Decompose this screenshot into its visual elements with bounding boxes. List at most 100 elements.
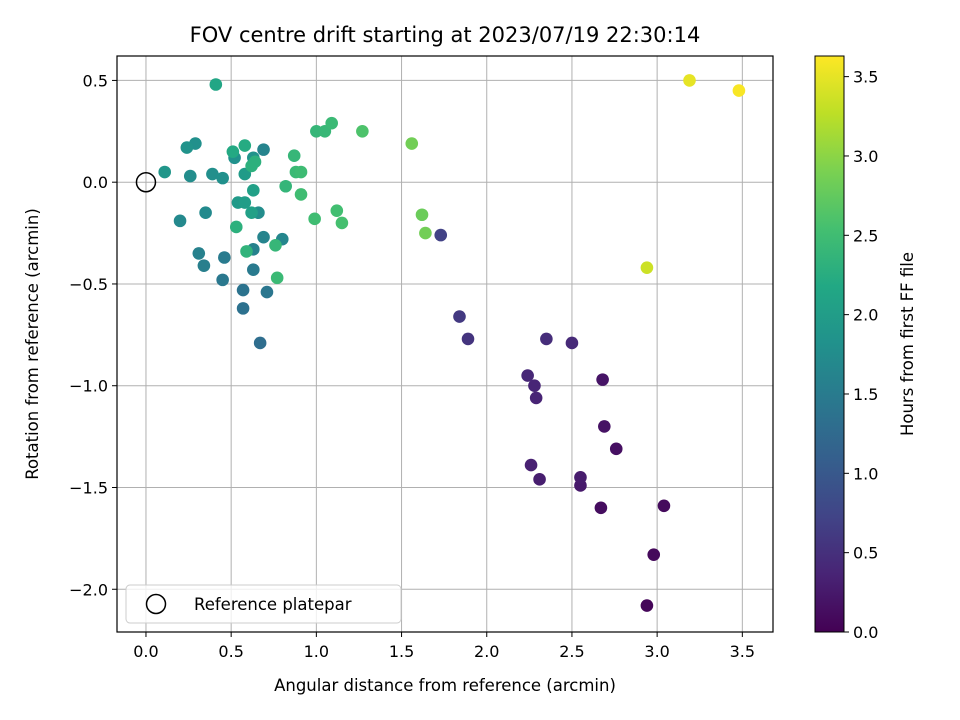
legend: Reference platepar (125, 584, 402, 624)
data-point (218, 251, 231, 264)
data-point (574, 471, 587, 484)
colorbar-tick-label: 1.5 (853, 385, 878, 404)
data-point (238, 196, 252, 209)
data-point (657, 499, 671, 513)
x-tick-label: 2.5 (559, 642, 584, 661)
data-point (453, 310, 466, 323)
data-point (199, 206, 212, 220)
data-point (236, 283, 250, 297)
colorbar-tick-label: 2.5 (853, 226, 878, 245)
x-tick-label: 3.5 (730, 642, 755, 661)
data-point (529, 391, 543, 405)
data-point (330, 204, 344, 217)
colorbar-tick-label: 0.0 (853, 623, 878, 642)
data-point (226, 145, 240, 158)
colorbar-tick-label: 1.0 (853, 464, 878, 483)
y-axis-label: Rotation from reference (arcmin) (23, 208, 42, 480)
x-tick-label: 1.5 (389, 642, 414, 661)
grid-lines (117, 56, 773, 632)
data-points (158, 74, 746, 612)
x-tick-label: 3.0 (644, 642, 669, 661)
data-point (356, 125, 369, 138)
data-point (596, 373, 609, 386)
data-point (609, 442, 623, 456)
data-point (287, 149, 301, 163)
data-point (565, 336, 579, 350)
data-point (598, 420, 611, 433)
data-point (183, 169, 197, 183)
data-point (192, 247, 206, 260)
y-tick-label: −2.0 (69, 580, 108, 599)
data-point (216, 171, 229, 185)
y-tick-label: 0.5 (83, 71, 108, 90)
colorbar-tick-label: 0.5 (853, 544, 878, 563)
legend-label: Reference platepar (194, 595, 352, 614)
data-point (528, 379, 541, 393)
data-point (325, 116, 338, 130)
data-point (253, 336, 267, 350)
data-point (683, 74, 696, 87)
data-point (180, 141, 194, 154)
colorbar-label: Hours from first FF file (898, 252, 917, 436)
y-tick-label: −1.0 (69, 377, 108, 396)
data-point (405, 137, 419, 150)
data-point (279, 179, 292, 193)
colorbar-ticks: 0.0 0.5 1.0 1.5 2.0 2.5 3.0 3.5 (844, 68, 878, 642)
data-point (415, 208, 429, 222)
data-point (524, 458, 538, 472)
chart-title: FOV centre drift starting at 2023/07/19 … (190, 23, 701, 47)
data-point (269, 238, 282, 252)
colorbar-tick-label: 3.0 (853, 147, 878, 166)
plot-frame (116, 55, 774, 633)
data-point (640, 261, 654, 274)
data-point (434, 228, 448, 242)
data-point (158, 165, 172, 179)
data-point (197, 259, 211, 272)
colorbar-tick-label: 2.0 (853, 306, 878, 325)
data-point (247, 263, 260, 277)
data-point (647, 548, 661, 561)
data-point (732, 84, 746, 97)
data-point (540, 332, 553, 346)
data-point (216, 273, 229, 287)
data-point (257, 230, 270, 244)
data-point (533, 473, 546, 486)
x-tick-label: 0.0 (133, 642, 158, 661)
data-point (594, 501, 608, 515)
data-point (257, 143, 270, 156)
data-point (229, 220, 243, 234)
data-point (260, 285, 274, 299)
y-tick-label: −0.5 (69, 275, 108, 294)
reference-point (135, 171, 157, 193)
data-point (308, 212, 321, 226)
x-tick-label: 0.5 (218, 642, 243, 661)
data-point (521, 369, 534, 382)
data-point (335, 216, 349, 230)
data-point (247, 184, 260, 197)
data-point (236, 302, 250, 315)
y-tick-label: −1.5 (69, 478, 108, 497)
colorbar-gradient (814, 55, 845, 633)
data-point (240, 245, 253, 258)
x-tick-label: 1.0 (304, 642, 329, 661)
data-point (206, 167, 219, 181)
x-axis-label: Angular distance from reference (arcmin) (274, 676, 616, 695)
x-axis-ticks: 0.0 0.5 1.0 1.5 2.0 2.5 3.0 3.5 (133, 632, 755, 661)
data-point (245, 206, 258, 220)
y-axis-ticks: 0.5 0.0 −0.5 −1.0 −1.5 −2.0 (69, 71, 117, 599)
y-tick-label: 0.0 (83, 173, 108, 192)
data-point (461, 332, 475, 346)
legend-frame (125, 584, 402, 624)
data-point (419, 226, 432, 240)
colorbar-tick-label: 3.5 (853, 68, 878, 87)
data-point (173, 214, 187, 228)
colorbar: 0.0 0.5 1.0 1.5 2.0 2.5 3.0 3.5 Hours from firs… (814, 55, 917, 642)
data-point (294, 165, 308, 179)
reference-marker (135, 171, 157, 193)
data-point (294, 188, 308, 201)
data-point (248, 155, 262, 169)
data-point (270, 271, 284, 285)
data-point (238, 139, 252, 152)
legend-marker (145, 593, 167, 615)
